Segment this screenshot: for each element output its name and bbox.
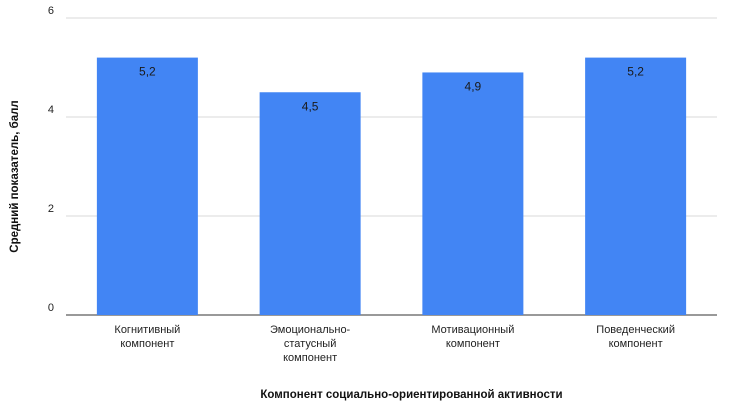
data-label: 4,9 — [465, 79, 482, 93]
x-axis-title: Компонент социально-ориентированной акти… — [260, 389, 562, 401]
bar — [259, 92, 361, 315]
data-label: 5,2 — [139, 65, 156, 79]
category-label: Когнитивный компонент — [114, 324, 180, 350]
y-tick-label: 2 — [48, 203, 54, 215]
category-label-line: Когнитивный — [114, 324, 180, 336]
y-tick-label: 6 — [48, 5, 54, 17]
data-label: 5,2 — [627, 65, 644, 79]
bars — [96, 57, 687, 315]
y-axis-title: Средний показатель, балл — [9, 100, 21, 252]
category-label: Мотивационный компонент — [431, 324, 514, 350]
category-label: Эмоционально-статусный компонент — [270, 324, 351, 364]
bar — [96, 57, 198, 315]
y-tick-label: 0 — [48, 302, 54, 314]
category-label-line: компонент — [283, 352, 337, 364]
category-label-line: Эмоционально- — [270, 324, 351, 336]
y-tick-label: 4 — [48, 104, 54, 116]
x-axis-categories: Когнитивный компонентЭмоционально-статусн… — [114, 324, 675, 364]
bar — [585, 57, 687, 315]
category-label-line: статусный — [284, 338, 336, 350]
category-label-line: компонент — [120, 338, 174, 350]
category-label-line: компонент — [609, 338, 663, 350]
category-label: Поведенческий компонент — [596, 324, 675, 350]
bar — [422, 72, 524, 315]
category-label-line: Поведенческий — [596, 324, 675, 336]
data-labels: 5,2 4,5 4,9 5,2 — [139, 65, 644, 114]
data-label: 4,5 — [302, 99, 319, 113]
category-label-line: компонент — [446, 338, 500, 350]
category-label-line: Мотивационный — [431, 324, 514, 336]
y-axis-ticks: 0 2 4 6 — [48, 5, 54, 314]
